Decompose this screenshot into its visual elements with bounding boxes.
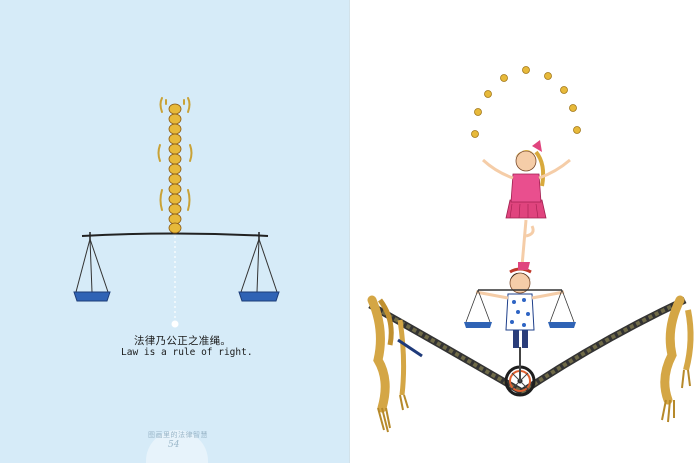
page-number-left: 54	[168, 440, 180, 450]
right-pan	[238, 238, 280, 302]
left-page: 法律乃公正之准绳。 Law is a rule of right. 图画里的法律…	[0, 0, 350, 463]
boy-scale-left	[464, 289, 492, 328]
coin-stack	[157, 97, 193, 234]
book-title: 图画里的法律智慧	[148, 431, 208, 439]
left-pan	[73, 238, 111, 302]
unicycle	[504, 347, 536, 397]
girl-figure	[481, 140, 571, 270]
boy-figure	[475, 267, 565, 348]
pivot-dot	[171, 320, 179, 328]
right-page: 55	[350, 0, 700, 463]
juggling-balls	[471, 66, 581, 138]
tightrope	[367, 295, 694, 433]
scale-illustration	[73, 97, 280, 328]
scale-beam	[81, 232, 269, 237]
caption-english: Law is a rule of right.	[121, 347, 253, 358]
boy-scale-right	[548, 289, 576, 328]
acrobat-illustration	[367, 66, 694, 433]
caption-chinese: 法律乃公正之准绳。	[134, 335, 232, 347]
